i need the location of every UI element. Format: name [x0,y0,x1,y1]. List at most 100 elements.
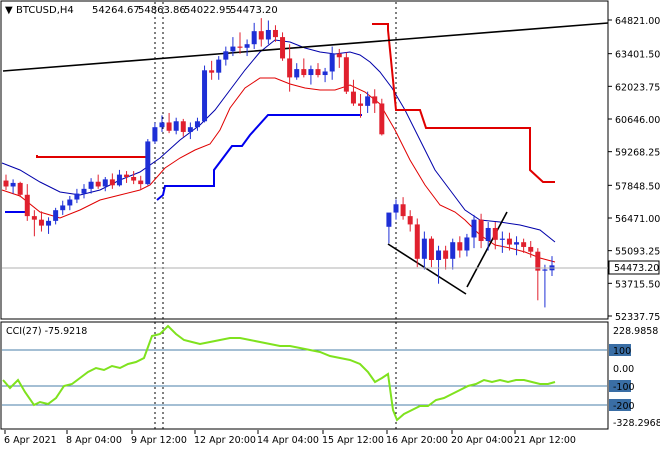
current-price-label: 54473.20 [614,263,659,274]
time-axis[interactable]: 6 Apr 2021 8 Apr 04:00 9 Apr 12:00 12 Apr 2… [4,430,576,446]
price-tick-label: 64821.00 [615,16,660,27]
trendline-wedge-upper [466,211,508,288]
candle [506,232,512,251]
candle [223,46,229,66]
candle-body [421,238,427,259]
candle-body [187,127,193,132]
candle [38,211,44,232]
trendline-black [2,22,609,72]
candle [187,122,193,140]
candle [542,264,548,308]
candle-body [265,29,271,40]
candle [343,52,349,95]
candle [457,236,463,258]
candle [46,217,52,234]
candle [443,245,449,270]
candle-body [485,227,491,242]
time-tick-label: 14 Apr 04:00 [257,435,319,446]
chart-header: ▼ BTCUSD,H4 54264.67 54863.86 54022.95 5… [5,5,278,16]
candle-body [124,174,130,177]
time-tick-label: 15 Apr 12:00 [322,435,384,446]
candle [152,122,158,144]
candle-body [542,269,548,271]
candle-body [379,103,385,135]
cci-axis[interactable]: 228.9858 100 0.00 -100 -200 -328.2968 [609,326,660,429]
candle-body [336,53,342,58]
cci-level-badge [609,380,631,392]
price-tick-label: 57848.50 [615,181,660,192]
time-tick-label: 21 Apr 12:00 [514,435,576,446]
candle-body [315,69,321,76]
candle [272,25,278,42]
cci-tick-label: 228.9858 [613,326,658,337]
candle [386,212,392,244]
candle [308,65,314,85]
cci-indicator-window[interactable] [0,321,609,430]
main-chart-area[interactable] [0,0,609,320]
candlestick-series [3,18,555,308]
chevron-down-icon[interactable]: ▼ [5,5,13,16]
candle [74,188,80,204]
low-value: 54022.95 [184,5,232,16]
candle-body [223,51,229,60]
candle [24,184,30,221]
time-tick-label: 16 Apr 20:00 [386,435,448,446]
candle-body [67,199,73,206]
candle [88,178,94,194]
candle [535,248,541,301]
price-tick-label: 56471.00 [615,214,660,225]
candle [478,213,484,249]
candle [230,37,236,57]
candle-body [506,238,512,245]
candle [265,20,271,45]
candle-body [216,59,222,73]
price-axis[interactable]: 64821.00 63401.50 62023.75 60646.00 59268.25… [608,16,660,323]
candle-body [443,250,449,259]
candle [464,233,470,257]
candle-body [258,31,264,40]
symbol-label: BTCUSD,H4 [16,5,74,16]
candle-body [535,251,541,271]
candle-body [145,141,151,185]
candle [17,181,23,198]
candle [95,174,101,189]
time-tick-label: 9 Apr 12:00 [131,435,187,446]
envelope-red-upper-2 [372,23,555,183]
candle [514,236,520,256]
candle [400,197,406,220]
candle [280,32,286,61]
candle [3,174,9,191]
cci-level-badge [609,399,631,411]
candle-body [514,242,520,245]
candle [131,171,137,185]
candle-body [46,220,52,226]
candle-body [159,122,165,128]
cci-line [2,324,556,422]
candle [407,210,413,232]
candle-body [322,71,328,76]
cci-series [2,324,556,422]
candle [358,94,364,118]
candle-body [116,174,122,186]
cci-tick-label: -328.2968 [613,418,660,429]
candle-body [414,224,420,259]
candle-body [173,121,179,131]
candle [159,115,165,132]
candle-body [10,182,16,187]
cci-tick-label: 100 [613,346,631,357]
session-separators [154,2,397,429]
candle-body [372,96,378,104]
candle [145,139,151,186]
candle [450,238,456,270]
candle [471,214,477,249]
candle-body [152,127,158,142]
candle-body [471,219,477,238]
candle [336,48,342,68]
cci-level-badge [609,344,631,356]
candle-body [393,204,399,213]
candle-body [499,238,505,240]
open-value: 54264.67 [92,5,140,16]
cci-tick-label: 0.00 [613,364,634,375]
candle [166,112,172,134]
